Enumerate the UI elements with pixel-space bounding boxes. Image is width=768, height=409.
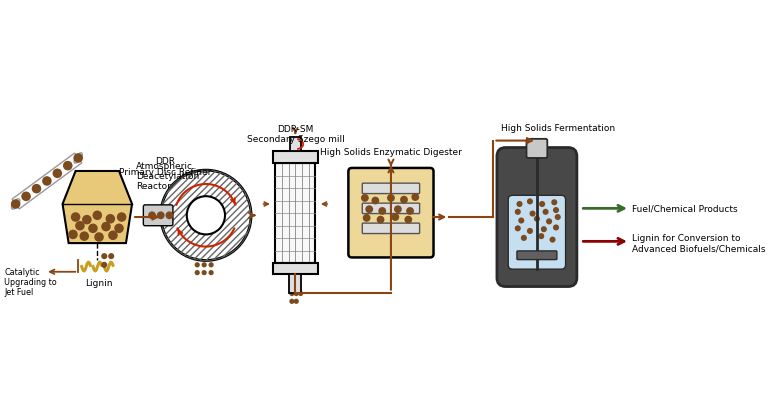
Circle shape <box>42 177 51 187</box>
Text: Fuel/Chemical Products: Fuel/Chemical Products <box>633 204 738 213</box>
Circle shape <box>80 232 89 241</box>
Text: Catalytic
Upgrading to
Jet Fuel: Catalytic Upgrading to Jet Fuel <box>5 267 57 297</box>
Circle shape <box>406 207 414 215</box>
Circle shape <box>52 169 62 179</box>
Polygon shape <box>62 171 132 243</box>
FancyBboxPatch shape <box>362 204 419 214</box>
Circle shape <box>148 212 156 220</box>
Circle shape <box>542 209 548 215</box>
FancyBboxPatch shape <box>517 251 557 260</box>
Bar <box>290 274 302 293</box>
Circle shape <box>165 212 174 220</box>
Circle shape <box>187 197 225 235</box>
Circle shape <box>63 162 72 171</box>
FancyBboxPatch shape <box>362 224 419 234</box>
Circle shape <box>101 254 108 260</box>
Circle shape <box>527 228 533 234</box>
FancyBboxPatch shape <box>508 196 565 270</box>
Circle shape <box>551 200 558 206</box>
Polygon shape <box>12 154 82 209</box>
Circle shape <box>376 216 385 224</box>
Circle shape <box>101 262 108 268</box>
Text: High Solids Fermentation: High Solids Fermentation <box>502 124 615 133</box>
Circle shape <box>82 215 91 225</box>
FancyBboxPatch shape <box>527 139 548 159</box>
Circle shape <box>539 202 545 207</box>
Text: Lignin for Conversion to
Advanced Biofuels/Chemicals: Lignin for Conversion to Advanced Biofue… <box>633 234 766 253</box>
Circle shape <box>11 200 21 209</box>
Ellipse shape <box>74 153 82 164</box>
Text: DDR-SM
Secondary Szego mill: DDR-SM Secondary Szego mill <box>247 125 344 144</box>
Circle shape <box>515 209 521 215</box>
Circle shape <box>361 195 369 202</box>
Ellipse shape <box>12 199 20 210</box>
Circle shape <box>31 184 41 194</box>
Circle shape <box>88 224 98 234</box>
Circle shape <box>22 192 31 202</box>
Circle shape <box>400 196 408 204</box>
Circle shape <box>372 197 379 205</box>
Circle shape <box>71 213 81 222</box>
FancyBboxPatch shape <box>497 148 577 287</box>
Circle shape <box>394 206 402 213</box>
Circle shape <box>94 233 104 242</box>
Circle shape <box>366 206 373 213</box>
Circle shape <box>114 224 124 234</box>
Circle shape <box>194 270 200 276</box>
Circle shape <box>518 218 525 224</box>
Circle shape <box>208 263 214 268</box>
Circle shape <box>194 263 200 268</box>
Circle shape <box>553 225 559 231</box>
Circle shape <box>529 211 535 217</box>
Text: Atmospheric
Deacetylation
Reactor: Atmospheric Deacetylation Reactor <box>137 161 200 191</box>
Circle shape <box>412 194 419 202</box>
Circle shape <box>521 235 527 241</box>
Text: DDR
Primary Disc Refiner: DDR Primary Disc Refiner <box>119 157 211 176</box>
Circle shape <box>101 222 111 232</box>
Circle shape <box>74 154 83 163</box>
Circle shape <box>538 234 545 240</box>
Circle shape <box>108 254 114 260</box>
Circle shape <box>293 299 299 304</box>
Bar <box>290 138 300 152</box>
FancyBboxPatch shape <box>362 184 419 194</box>
Circle shape <box>201 270 207 276</box>
Circle shape <box>290 299 294 304</box>
Circle shape <box>75 221 84 231</box>
Circle shape <box>68 230 78 240</box>
Circle shape <box>517 202 522 207</box>
Circle shape <box>362 214 370 222</box>
Circle shape <box>549 237 555 243</box>
Text: Lignin: Lignin <box>85 278 113 287</box>
FancyBboxPatch shape <box>144 205 173 226</box>
Circle shape <box>527 199 533 205</box>
Bar <box>276 164 316 263</box>
Circle shape <box>108 231 118 240</box>
Circle shape <box>534 216 540 222</box>
Circle shape <box>515 226 521 232</box>
Circle shape <box>161 171 251 261</box>
Circle shape <box>117 213 127 222</box>
Circle shape <box>392 213 399 221</box>
Circle shape <box>157 212 164 220</box>
Bar <box>273 152 318 164</box>
Circle shape <box>554 214 561 220</box>
Text: High Solids Enzymatic Digester: High Solids Enzymatic Digester <box>320 147 462 156</box>
Circle shape <box>379 207 386 215</box>
Circle shape <box>405 216 412 224</box>
Circle shape <box>553 207 559 213</box>
Circle shape <box>92 211 102 220</box>
Circle shape <box>208 270 214 276</box>
Circle shape <box>387 195 395 202</box>
Circle shape <box>290 291 294 297</box>
Bar <box>273 263 318 274</box>
Circle shape <box>201 263 207 268</box>
FancyBboxPatch shape <box>349 169 433 258</box>
Circle shape <box>105 214 115 224</box>
Circle shape <box>541 227 547 233</box>
Circle shape <box>293 291 299 297</box>
Circle shape <box>546 219 552 225</box>
Circle shape <box>298 291 303 297</box>
